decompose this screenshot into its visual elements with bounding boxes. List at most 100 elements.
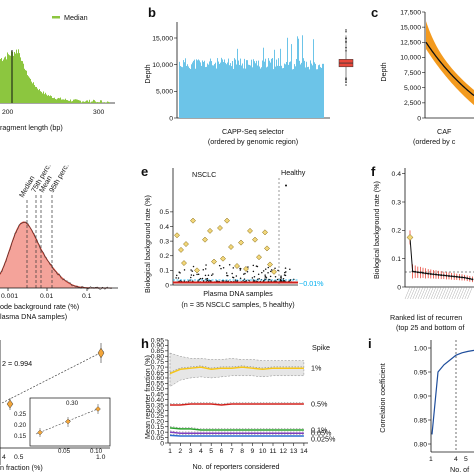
x-tick-label: 0.01 xyxy=(40,293,53,300)
x-tick-label-stub xyxy=(451,286,457,300)
ranked-point xyxy=(453,275,456,278)
correlation-line xyxy=(431,349,474,435)
depth-bar xyxy=(262,60,263,118)
x-axis-label: No. of reporters considered xyxy=(192,462,279,471)
depth-bar xyxy=(299,60,300,118)
histogram-bar xyxy=(3,59,4,103)
y-tick-label: 0.3 xyxy=(392,199,402,206)
panel-d: Median 75th perc. Mean 95th perc. 0.001 … xyxy=(0,162,118,321)
x-tick-label: 5 xyxy=(464,456,468,463)
background-point xyxy=(190,276,192,279)
depth-bar xyxy=(208,64,209,118)
high-rate-sample xyxy=(252,236,258,243)
y-tick-label: 0.95 xyxy=(414,369,427,376)
ranked-point xyxy=(458,276,461,279)
depth-bar xyxy=(307,67,308,118)
high-rate-sample xyxy=(202,236,208,243)
depth-bar xyxy=(270,62,271,118)
legend-entry: 1% xyxy=(311,364,322,373)
depth-bar xyxy=(229,65,230,118)
panel-f: f Biological background rate (%) 0 0.1 0.2… xyxy=(371,164,474,332)
background-point xyxy=(234,279,237,281)
background-point xyxy=(279,278,282,281)
x-axis-label: CAPP-Seq selector xyxy=(222,127,285,136)
depth-bar xyxy=(314,62,315,118)
y-tick-label: 0.05 xyxy=(151,435,164,442)
histogram-bar xyxy=(81,102,82,103)
depth-bar xyxy=(323,63,324,118)
histogram-bar xyxy=(37,88,38,103)
background-point xyxy=(277,269,279,272)
histogram-bar xyxy=(40,91,41,103)
x-tick-label-stub xyxy=(410,286,416,300)
y-tick-label: 10,000 xyxy=(152,62,173,69)
background-point xyxy=(231,272,233,275)
depth-bar xyxy=(244,58,245,118)
depth-bar xyxy=(193,60,194,118)
x-tick-labels: 1 2 3 4 5 6 7 8 9 10 11 12 13 14 xyxy=(168,443,308,455)
depth-bar xyxy=(202,60,203,118)
ranked-point xyxy=(422,271,424,274)
x-tick-label: 1 xyxy=(168,448,172,455)
x-tick-label: 4 xyxy=(454,456,458,463)
depth-bar xyxy=(313,39,314,118)
inset-x-tick: 0.05 xyxy=(58,448,71,455)
depth-bar xyxy=(199,60,200,118)
y-tick-label: 0.60 xyxy=(151,375,164,382)
inset-fit-line xyxy=(35,407,101,435)
background-point xyxy=(206,279,208,281)
ranked-point xyxy=(432,273,435,276)
ranked-point xyxy=(424,272,427,275)
depth-bar xyxy=(209,61,210,118)
y-tick-label: 0 xyxy=(169,115,173,122)
histogram-bar xyxy=(2,61,3,103)
high-rate-sample xyxy=(247,227,253,234)
ranked-point xyxy=(450,275,453,278)
histogram-bar xyxy=(44,94,45,103)
histogram-bar xyxy=(22,61,23,103)
x-tick-label-stub xyxy=(454,286,460,300)
histogram-bar xyxy=(57,98,58,103)
depth-bar xyxy=(219,63,220,118)
histogram-bar xyxy=(85,101,86,103)
histogram-bar xyxy=(55,99,56,103)
ranked-point xyxy=(437,273,440,276)
inset-data-point xyxy=(95,404,101,414)
depth-bar xyxy=(197,60,198,118)
histogram-bar xyxy=(95,101,96,103)
high-rate-sample xyxy=(217,225,223,231)
depth-bar xyxy=(264,61,265,118)
depth-bar xyxy=(184,62,185,118)
high-rate-sample xyxy=(264,245,270,252)
depth-bar xyxy=(186,65,187,118)
background-point xyxy=(239,269,242,271)
depth-bar xyxy=(294,64,295,118)
depth-bar xyxy=(289,62,290,118)
background-point xyxy=(267,272,269,274)
y-tick-label: 0 xyxy=(165,282,169,289)
histogram-bar xyxy=(45,92,46,103)
background-point xyxy=(252,270,255,273)
depth-bar xyxy=(205,67,206,118)
depth-bar xyxy=(206,66,207,118)
background-point xyxy=(205,264,207,266)
depth-bar xyxy=(275,66,276,118)
x-tick-label: 0.1 xyxy=(82,293,92,300)
histogram-bar xyxy=(73,99,74,103)
r-squared-label: 2 = 0.994 xyxy=(2,359,32,368)
background-point xyxy=(284,267,287,269)
histogram-bar xyxy=(80,100,81,103)
background-point xyxy=(210,274,213,277)
histogram-bar xyxy=(72,101,73,103)
box-outlier xyxy=(345,50,347,52)
background-point xyxy=(205,278,207,280)
group-label-nsclc: NSCLC xyxy=(192,170,216,179)
ranked-point xyxy=(411,270,414,273)
depth-bar xyxy=(185,58,186,118)
density-fill xyxy=(0,222,112,288)
high-rate-sample xyxy=(211,258,217,265)
depth-bar xyxy=(311,63,312,118)
histogram-bar xyxy=(93,99,94,103)
histogram-bar xyxy=(41,91,42,103)
depth-bar xyxy=(236,64,237,118)
